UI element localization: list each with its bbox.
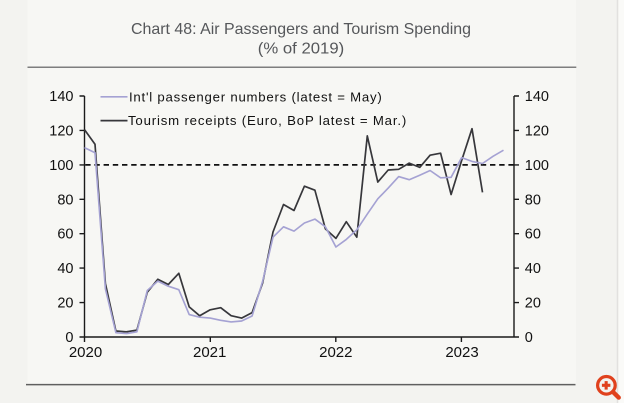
svg-text:20: 20 (57, 296, 73, 312)
svg-text:40: 40 (525, 261, 541, 277)
svg-text:Int'l passenger numbers (lates: Int'l passenger numbers (latest = May) (129, 89, 383, 104)
svg-text:Tourism receipts (Euro, BoP la: Tourism receipts (Euro, BoP latest = Mar… (128, 113, 407, 128)
svg-text:60: 60 (57, 227, 73, 243)
svg-text:2022: 2022 (319, 344, 352, 361)
svg-text:20: 20 (525, 296, 541, 312)
svg-text:80: 80 (525, 192, 541, 208)
svg-text:100: 100 (49, 158, 73, 174)
svg-text:60: 60 (525, 227, 541, 243)
svg-text:120: 120 (49, 123, 73, 139)
svg-text:(% of 2019): (% of 2019) (258, 40, 345, 57)
svg-text:2023: 2023 (445, 344, 478, 361)
svg-text:0: 0 (65, 330, 73, 346)
svg-text:80: 80 (57, 192, 73, 208)
svg-text:2020: 2020 (69, 344, 102, 361)
svg-text:0: 0 (525, 330, 533, 346)
svg-text:Chart 48: Air Passengers and T: Chart 48: Air Passengers and Tourism Spe… (131, 21, 471, 38)
svg-text:120: 120 (525, 123, 549, 139)
svg-text:140: 140 (49, 89, 73, 105)
svg-text:100: 100 (525, 158, 549, 174)
svg-text:2021: 2021 (193, 344, 226, 361)
svg-text:140: 140 (525, 89, 549, 105)
svg-text:40: 40 (57, 261, 73, 277)
